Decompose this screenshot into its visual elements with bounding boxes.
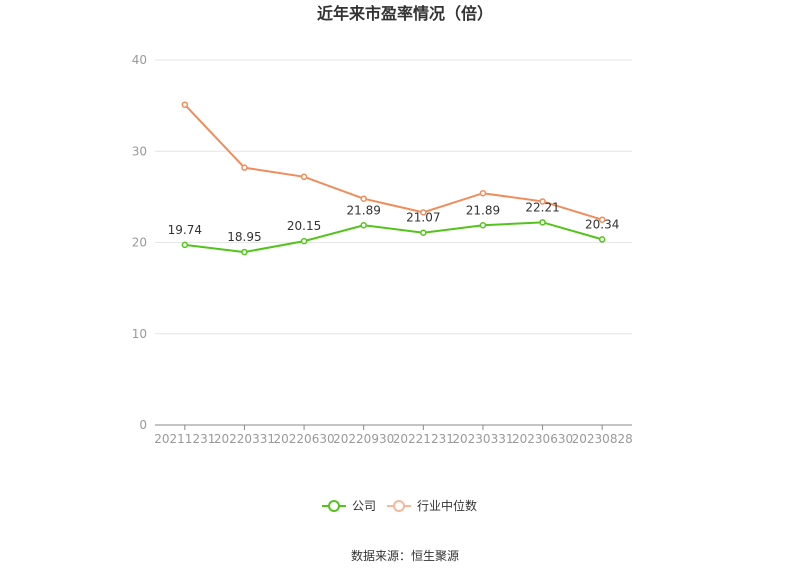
data-label: 20.15 [287,219,321,233]
series-line [184,221,603,254]
series-line [184,104,603,221]
legend-marker [328,500,340,512]
series-company: 19.74 18.95 20.15 21.89 21.07 21.89 22.21 20.34 [168,200,619,256]
x-tick-label: 20221231 [393,432,454,446]
data-point[interactable] [539,219,546,226]
data-label: 18.95 [227,230,261,244]
data-point[interactable] [241,248,248,256]
y-tick-label: 40 [132,53,147,67]
legend-label: 公司 [352,499,376,513]
data-point[interactable] [241,164,248,171]
legend[interactable]: 公司 行业中位数 [322,498,477,513]
series-industry-median [181,101,606,223]
y-axis: 0 10 20 30 40 [132,53,147,432]
x-tick-label: 20230828 [572,432,633,446]
x-tick-label: 20220930 [333,432,394,446]
series-group: 19.74 18.95 20.15 21.89 21.07 21.89 22.21 20.34 [168,101,619,256]
data-point[interactable] [598,236,606,243]
x-tick-label: 20211231 [154,432,215,446]
grid [155,59,632,426]
data-label: 21.89 [347,203,381,217]
data-point[interactable] [181,241,189,249]
data-point[interactable] [420,229,427,236]
x-tick-label: 20220331 [214,432,275,446]
x-tick-label: 20230331 [452,432,513,446]
data-label: 21.89 [466,203,500,217]
legend-item-industry-median[interactable]: 行业中位数 [387,498,477,513]
data-point[interactable] [539,198,546,205]
data-point[interactable] [360,222,367,229]
y-tick-label: 20 [132,236,147,250]
data-label: 19.74 [168,223,202,237]
chart-title: 近年来市盈率情况（倍） [317,4,493,23]
data-point[interactable] [300,173,308,181]
legend-marker [393,500,405,512]
data-point[interactable] [598,216,606,223]
data-point[interactable] [300,237,308,245]
y-tick-label: 30 [132,144,147,158]
data-label: 22.21 [525,200,559,214]
legend-label: 行业中位数 [417,498,477,513]
x-tick-label: 20220630 [274,432,335,446]
data-label: 20.34 [585,217,619,231]
data-point[interactable] [360,195,367,202]
legend-item-company[interactable]: 公司 [322,499,376,513]
source-note: 数据来源：恒生聚源 [351,548,459,563]
data-point[interactable] [181,101,189,108]
x-axis: 2021123120220331202206302022093020221231… [154,425,633,446]
data-label: 21.07 [406,211,440,225]
y-tick-label: 10 [132,327,147,341]
data-point[interactable] [479,189,487,197]
data-point[interactable] [479,222,487,229]
y-tick-label: 0 [139,418,147,432]
data-point[interactable] [420,209,427,216]
x-tick-label: 20230630 [512,432,573,446]
